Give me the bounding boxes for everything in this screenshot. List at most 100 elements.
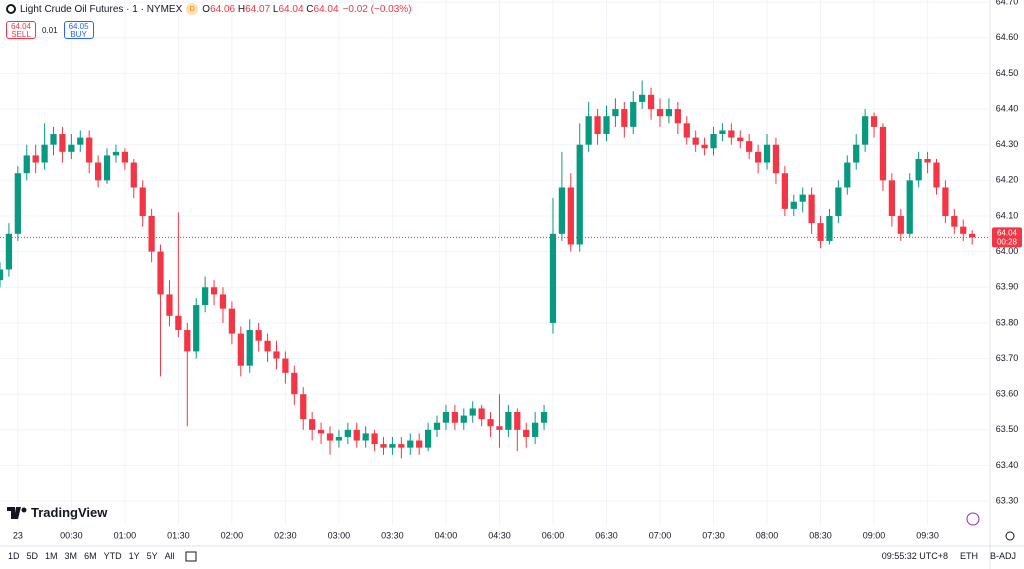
brand: TradingView: [7, 505, 107, 520]
candle-body: [317, 429, 325, 434]
candle-body: [960, 226, 967, 234]
candle-body: [505, 412, 512, 430]
range-button[interactable]: YTD: [103, 551, 122, 561]
candle-body: [790, 201, 797, 209]
candle-body: [817, 223, 824, 241]
range-button[interactable]: 6M: [84, 551, 97, 561]
candle-body: [719, 130, 726, 135]
candle-body: [130, 162, 137, 188]
candle-body: [710, 134, 717, 149]
range-button[interactable]: All: [164, 551, 175, 561]
candle-body: [683, 123, 690, 138]
sell-label: SELL: [11, 30, 31, 39]
candle-body: [255, 330, 262, 341]
y-tick-label: 63.80: [996, 317, 1019, 327]
last-price-label: 64.04: [997, 228, 1018, 237]
x-tick-label: 07:30: [702, 530, 725, 540]
adjust[interactable]: B-ADJ: [989, 551, 1016, 561]
ohlc-label: H: [237, 3, 246, 15]
candle-body: [567, 187, 574, 245]
candle-body: [469, 408, 476, 416]
candle-body: [246, 330, 253, 366]
candle-body: [630, 101, 637, 127]
candle-body: [202, 287, 209, 306]
candle-body: [184, 330, 191, 352]
candle-body: [674, 109, 681, 124]
candle-body: [344, 429, 351, 437]
range-button[interactable]: 1Y: [128, 551, 140, 561]
candle-body: [888, 180, 896, 216]
candle-body: [647, 94, 655, 110]
range-button[interactable]: 1D: [8, 551, 20, 561]
brand-logo: [7, 506, 27, 519]
candle-body: [264, 340, 271, 352]
y-tick-label: 64.30: [996, 139, 1019, 149]
candle-body: [879, 126, 887, 181]
candle-body: [32, 155, 39, 163]
symbol[interactable]: Light Crude Oil Futures · 1 · NYMEX: [20, 3, 183, 15]
ohlc-value: 64.04: [313, 3, 339, 15]
y-tick-label: 63.30: [996, 495, 1019, 505]
candle-body: [523, 429, 530, 437]
y-tick-label: 63.60: [996, 389, 1019, 399]
candle-body: [942, 187, 949, 216]
y-tick-label: 64.00: [996, 246, 1019, 256]
change: −0.02 (−0.03%): [342, 3, 412, 15]
y-tick-label: 64.60: [996, 32, 1019, 42]
candle-body: [237, 333, 244, 366]
y-tick-label: 63.40: [996, 460, 1019, 470]
candle-body: [540, 412, 548, 423]
candle-body: [219, 294, 227, 309]
candle-body: [621, 109, 628, 127]
candle-body: [576, 144, 583, 245]
x-tick-label: 01:30: [167, 530, 190, 540]
candle-body: [282, 358, 289, 373]
sell-button[interactable]: 64.04 SELL: [6, 21, 36, 39]
candle-body: [389, 444, 396, 448]
candle-body: [665, 109, 673, 117]
candle-body: [121, 151, 128, 163]
candle-body: [5, 233, 13, 270]
candle-body: [799, 194, 806, 202]
range-button[interactable]: 1M: [45, 551, 58, 561]
candle-body: [0, 269, 4, 281]
candle-body: [487, 419, 494, 427]
y-tick-label: 64.10: [996, 210, 1019, 220]
x-tick-label: 04:30: [488, 530, 511, 540]
status-bar: 09:55:32 UTC+8 ETH B-ADJ: [882, 551, 1016, 561]
candle-body: [41, 144, 48, 163]
candle-body: [326, 433, 334, 441]
x-tick-label: 02:00: [221, 530, 244, 540]
range-bar: 1D 5D 1M 3M 6M YTD 1Y 5Y All: [8, 551, 175, 561]
sell-price: 64.04: [10, 22, 32, 31]
candle-body: [585, 116, 592, 145]
candle-body: [451, 412, 458, 423]
candle-body: [398, 444, 405, 448]
x-tick-label: 01:00: [114, 530, 137, 540]
range-button[interactable]: 3M: [64, 551, 78, 561]
candle-body: [781, 173, 788, 209]
candle-body: [514, 412, 521, 430]
candle-body: [353, 429, 360, 441]
range-button[interactable]: 5Y: [146, 551, 158, 561]
x-tick-label: 03:30: [381, 530, 404, 540]
y-tick-label: 63.70: [996, 353, 1019, 363]
candle-body: [496, 426, 503, 430]
candle-body: [754, 151, 762, 163]
candle-body: [442, 412, 450, 423]
candle-body: [728, 130, 735, 138]
candle-body: [478, 408, 485, 420]
buy-button[interactable]: 64.05 BUY: [63, 21, 94, 39]
range-button[interactable]: 5D: [26, 551, 39, 561]
x-tick-label: 08:00: [756, 530, 779, 540]
ohlc-label: L: [272, 3, 279, 15]
candle-body: [594, 116, 601, 135]
candle-body: [603, 116, 610, 135]
session[interactable]: ETH: [959, 551, 978, 561]
candle-body: [112, 151, 120, 156]
candle-body: [210, 287, 218, 295]
candle-body: [951, 215, 958, 227]
candle-body: [808, 194, 815, 224]
candle-body: [656, 109, 664, 117]
